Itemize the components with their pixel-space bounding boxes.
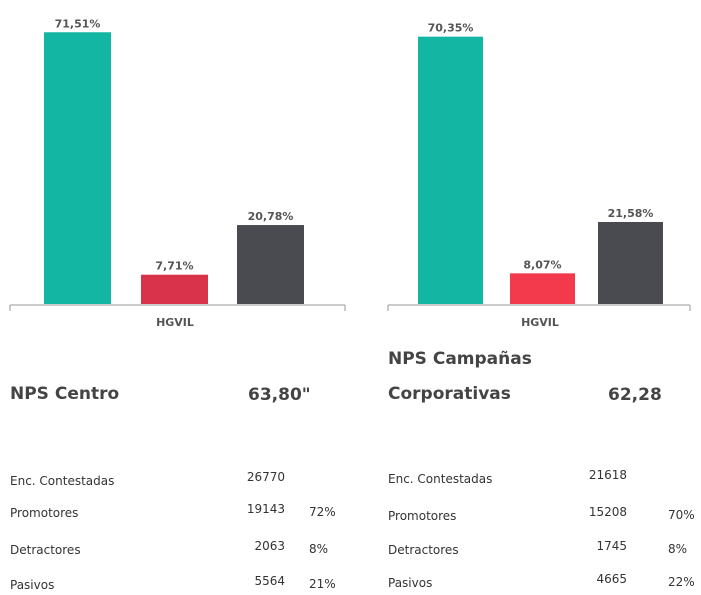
row-label: Enc. Contestadas xyxy=(10,474,115,488)
row-percent: 8% xyxy=(309,542,329,556)
stat-title: NPS Campañas Corporativas xyxy=(388,349,532,404)
row-count: 21618 xyxy=(588,468,627,482)
stat-score: 62,28 xyxy=(608,385,662,405)
bar xyxy=(44,32,111,305)
row-count: 26770 xyxy=(246,470,285,484)
row-count: 2063 xyxy=(254,539,285,553)
stat-title: NPS Centro xyxy=(10,384,120,404)
value-label: 20,78% xyxy=(248,210,294,223)
x-tick-label: HGVIL xyxy=(156,316,194,329)
value-label: 70,35% xyxy=(428,22,474,35)
value-label: 8,07% xyxy=(523,258,561,271)
row-count: 1745 xyxy=(596,539,627,553)
row-label: Detractores xyxy=(388,543,459,557)
row-percent: 8% xyxy=(668,542,688,556)
row-label: Promotores xyxy=(10,506,79,520)
row-label: Pasivos xyxy=(388,576,433,590)
row-percent: 22% xyxy=(668,575,695,589)
row-percent: 72% xyxy=(309,505,336,519)
value-label: 21,58% xyxy=(608,207,654,220)
value-label: 71,51% xyxy=(55,17,101,30)
stat-score: 63,80" xyxy=(248,385,311,405)
bar xyxy=(418,36,483,305)
row-percent: 70% xyxy=(668,508,695,522)
row-label: Pasivos xyxy=(10,578,55,592)
row-count: 4665 xyxy=(596,572,627,586)
bar xyxy=(598,221,663,304)
row-count: 5564 xyxy=(254,574,285,588)
x-tick-label: HGVIL xyxy=(521,316,559,329)
row-count: 19143 xyxy=(246,502,285,516)
row-label: Promotores xyxy=(388,509,457,523)
row-count: 15208 xyxy=(588,505,627,519)
charts: 71,51% 7,71% 20,78% HGVIL 70,35% 8,07% 21,58% H… xyxy=(9,17,691,329)
row-label: Detractores xyxy=(10,543,81,557)
bar xyxy=(510,273,575,304)
row-label: Enc. Contestadas xyxy=(388,472,493,486)
value-label: 7,71% xyxy=(155,260,193,273)
bar xyxy=(141,274,208,304)
bar xyxy=(237,225,304,304)
row-percent: 21% xyxy=(309,577,336,591)
